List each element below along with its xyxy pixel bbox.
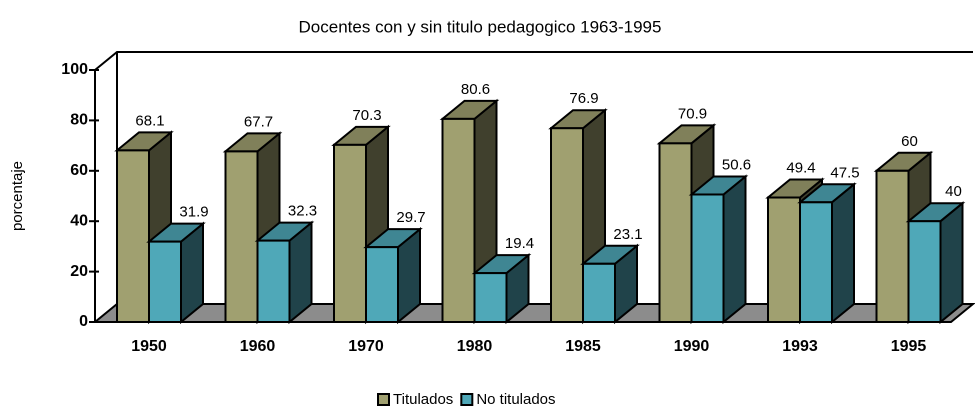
value-label: 60 [901,133,918,150]
legend-swatch [377,393,390,406]
value-label: 40 [945,183,962,200]
bar [907,220,942,323]
x-tick-label: 1990 [674,338,710,355]
bar [473,272,508,323]
bar [550,127,584,323]
value-label: 47.5 [830,164,859,181]
y-tick-label: 40 [70,212,88,229]
bar [148,240,182,323]
bar [658,142,693,323]
value-label: 70.9 [678,105,707,122]
bar [441,117,476,323]
value-label: 29.7 [396,209,425,226]
value-label: 68.1 [135,112,164,129]
bar [256,239,291,323]
x-tick-label: 1993 [782,338,818,355]
y-tick-label: 0 [79,313,88,330]
bar [365,246,399,324]
value-label: 80.6 [461,81,490,98]
back-wall [94,51,973,71]
y-tick-label: 100 [61,61,88,78]
value-label: 50.6 [722,156,751,173]
value-label: 32.3 [288,203,317,220]
x-tick-label: 1970 [348,338,384,355]
bar [767,196,801,323]
value-label: 49.4 [786,159,815,176]
value-label: 23.1 [613,226,642,243]
bar [875,169,910,323]
x-tick-label: 1980 [457,338,493,355]
bar-side [722,174,747,325]
x-tick-label: 1985 [565,338,601,355]
bar [690,193,725,324]
x-tick-label: 1995 [891,338,927,355]
value-label: 76.9 [569,90,598,107]
y-tick-label: 80 [70,112,88,129]
x-tick-label: 1950 [131,338,167,355]
y-tick-label: 20 [70,263,88,280]
bar [333,143,367,323]
bar [799,201,833,323]
legend-label: No titulados [476,391,555,408]
value-label: 70.3 [352,107,381,124]
bar-side [831,182,855,325]
chart-title: Docentes con y sin titulo pedagogico 196… [299,17,662,36]
bar [582,262,616,323]
value-label: 67.7 [244,113,273,130]
bar [116,149,150,323]
bar-side [939,201,964,325]
x-tick-label: 1960 [240,338,276,355]
y-axis-label: porcentaje [9,161,26,231]
y-tick-label: 60 [70,162,88,179]
legend-label: Titulados [393,391,453,408]
value-label: 19.4 [505,235,534,252]
legend-swatch [460,393,474,406]
value-label: 31.9 [179,204,208,221]
bar [224,150,259,323]
